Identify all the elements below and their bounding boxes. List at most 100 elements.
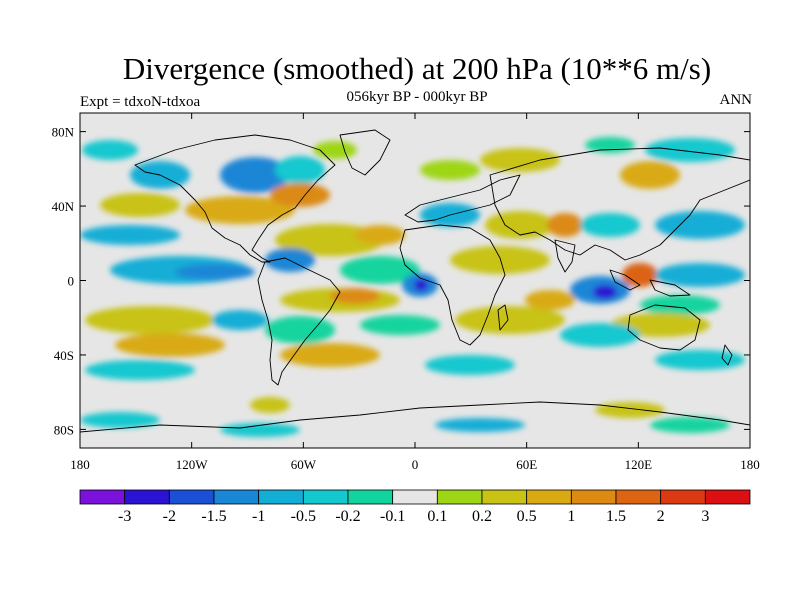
colorbar-label: -2 <box>163 508 176 525</box>
field-region <box>82 140 138 160</box>
field-region <box>85 360 195 380</box>
colorbar-label: 1.5 <box>606 508 626 525</box>
field-region <box>340 256 420 284</box>
field-region <box>480 148 560 172</box>
lat-tick-label: 40N <box>52 199 75 214</box>
field-region <box>585 137 635 153</box>
field-region <box>85 306 215 334</box>
coastline-south-america <box>257 257 341 386</box>
coastline-antarctica <box>80 401 750 433</box>
field-region <box>414 279 428 291</box>
field-region <box>655 263 745 287</box>
colorbar-swatch <box>570 489 617 505</box>
field-region <box>655 211 745 239</box>
map-subtitle: 056kyr BP - 000kyr BP <box>346 89 488 105</box>
coastline-new-zealand <box>721 344 733 366</box>
field-region <box>185 196 295 224</box>
field-region <box>547 213 583 237</box>
lat-tick-label: 0 <box>68 274 75 289</box>
colorbar-swatch <box>615 489 662 505</box>
colorbar-swatch <box>481 489 528 505</box>
colorbar-label: 3 <box>701 508 709 525</box>
field-region <box>80 225 180 245</box>
field-region <box>650 417 730 433</box>
coastline-madagascar <box>497 304 509 331</box>
colorbar-swatch <box>392 489 438 505</box>
field-region <box>265 316 335 344</box>
colorbar-label: -1.5 <box>201 508 226 525</box>
colorbar-label: -0.5 <box>291 508 316 525</box>
lon-tick-label: 60W <box>291 457 317 472</box>
lon-tick-label: 0 <box>412 457 419 472</box>
field-region <box>115 333 225 357</box>
coastline-newguinea <box>649 279 691 297</box>
coastline-maritime <box>609 269 641 291</box>
lat-tick-label: 40S <box>54 348 74 363</box>
field-region <box>450 246 550 274</box>
field-region <box>655 350 745 370</box>
field-region <box>220 423 300 437</box>
field-region <box>580 213 640 237</box>
colorbar-label: 0.2 <box>472 508 492 525</box>
field-region <box>560 323 640 347</box>
coastlines <box>80 129 750 433</box>
coastline-africa <box>399 224 506 346</box>
colorbar-label: 0.5 <box>517 508 537 525</box>
field-region <box>270 183 330 207</box>
colorbar: -3 -2 -1.5 -1 -0.5 -0.2 -0.1 0.1 0.2 0.5 1 1.5 2 3 <box>79 489 751 525</box>
colorbar-label: -0.2 <box>335 508 360 525</box>
coastline-asia <box>489 147 750 261</box>
coastline-europe <box>404 174 521 223</box>
lon-tick-label: 180 <box>740 457 760 472</box>
colorbar-swatch <box>213 489 260 505</box>
field-region <box>620 161 680 189</box>
experiment-label: Expt = tdxoN-tdxoa <box>80 94 201 110</box>
field-region <box>355 225 405 245</box>
field-region <box>100 193 180 217</box>
colorbar-swatch <box>124 489 170 505</box>
field-region <box>622 263 658 287</box>
lon-tick-label: 120E <box>625 457 653 472</box>
colorbar-swatch <box>436 489 483 505</box>
field-region <box>360 315 440 335</box>
colorbar-label: 0.1 <box>427 508 447 525</box>
longitude-axis: 180 120W 60W 0 60E 120E 180 <box>70 113 760 472</box>
field-region <box>275 156 325 184</box>
lat-tick-label: 80S <box>54 422 74 437</box>
field-region <box>80 412 160 428</box>
coastline-greenland <box>339 129 391 176</box>
field-region <box>455 306 565 334</box>
coastline-australia <box>627 304 701 351</box>
coastline-north-america <box>134 134 336 263</box>
field-region <box>220 157 290 193</box>
field-region <box>640 295 720 315</box>
contour-field <box>80 113 750 448</box>
lon-tick-label: 180 <box>70 457 90 472</box>
latitude-axis: 80N 40N 0 40S 80S <box>52 125 750 437</box>
field-region <box>435 418 525 432</box>
colorbar-swatch <box>660 489 706 505</box>
season-label: ANN <box>719 92 753 108</box>
colorbar-swatch <box>704 489 751 505</box>
colorbar-swatch <box>79 489 126 505</box>
field-region <box>330 288 380 304</box>
field-region <box>425 355 515 375</box>
lon-tick-label: 60E <box>516 457 537 472</box>
field-region <box>175 264 255 280</box>
colorbar-label: -3 <box>118 508 131 525</box>
colorbar-swatch <box>168 489 215 505</box>
field-region <box>645 138 735 162</box>
map-title: Divergence (smoothed) at 200 hPa (10**6 … <box>122 51 712 86</box>
colorbar-label: -1 <box>252 508 265 525</box>
colorbar-label: 2 <box>657 508 665 525</box>
colorbar-swatch <box>258 489 304 505</box>
field-region <box>525 290 575 310</box>
coastline-india <box>554 239 576 273</box>
field-region <box>420 160 480 180</box>
field-region <box>280 343 380 367</box>
field-region <box>212 310 268 330</box>
field-region <box>250 397 290 413</box>
colorbar-label: 1 <box>567 508 575 525</box>
field-region <box>485 211 555 239</box>
